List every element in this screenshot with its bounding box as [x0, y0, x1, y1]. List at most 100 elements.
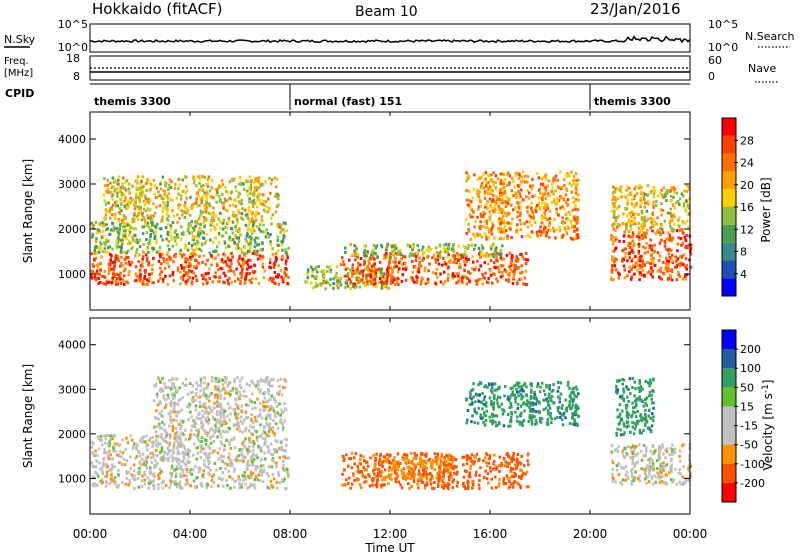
heatmap-cell	[530, 187, 534, 191]
heatmap-cell	[499, 178, 502, 182]
heatmap-cell	[139, 273, 142, 277]
heatmap-cell	[166, 223, 170, 227]
heatmap-cell	[447, 242, 451, 246]
heatmap-cell	[501, 192, 504, 196]
heatmap-cell	[463, 252, 466, 256]
heatmap-cell	[512, 277, 515, 281]
heatmap-cell	[259, 449, 263, 453]
heatmap-cell	[632, 263, 635, 267]
heatmap-cell	[256, 199, 259, 202]
heatmap-cell	[227, 282, 230, 286]
heatmap-cell	[156, 424, 160, 428]
heatmap-cell	[556, 199, 559, 203]
heatmap-cell	[510, 222, 513, 225]
heatmap-cell	[438, 473, 441, 477]
heatmap-cell	[519, 222, 523, 226]
heatmap-cell	[251, 230, 254, 234]
heatmap-cell	[285, 443, 288, 447]
heatmap-cell	[284, 380, 288, 384]
heatmap-cell	[219, 394, 223, 397]
heatmap-cell	[433, 480, 436, 484]
heatmap-cell	[229, 268, 232, 272]
heatmap-cell	[138, 194, 142, 198]
heatmap-cell	[200, 381, 203, 385]
heatmap-cell	[500, 227, 503, 231]
heatmap-cell	[526, 189, 529, 193]
heatmap-cell	[106, 434, 110, 437]
heatmap-cell	[107, 457, 110, 461]
heatmap-cell	[390, 273, 394, 277]
heatmap-cell	[125, 476, 129, 480]
heatmap-cell	[258, 414, 261, 418]
heatmap-cell	[424, 266, 427, 270]
heatmap-cell	[274, 194, 277, 198]
heatmap-cell	[389, 252, 392, 256]
heatmap-cell	[484, 171, 488, 175]
heatmap-cell	[103, 275, 106, 279]
heatmap-cell	[172, 480, 175, 484]
heatmap-cell	[326, 265, 329, 269]
heatmap-cell	[417, 270, 421, 274]
heatmap-cell	[147, 180, 150, 184]
heatmap-cell	[214, 188, 217, 192]
heatmap-cell	[394, 256, 397, 260]
heatmap-cell	[537, 176, 541, 180]
heatmap-cell	[433, 452, 437, 456]
heatmap-cell	[109, 457, 112, 461]
heatmap-cell	[257, 243, 261, 247]
heatmap-cell	[272, 448, 276, 452]
heatmap-cell	[429, 472, 432, 475]
heatmap-cell	[516, 463, 519, 467]
heatmap-cell	[500, 271, 504, 274]
heatmap-cell	[198, 247, 201, 251]
heatmap-cell	[537, 203, 540, 207]
heatmap-cell	[259, 435, 262, 439]
heatmap-cell	[108, 262, 112, 266]
heatmap-cell	[186, 459, 189, 463]
heatmap-cell	[112, 272, 115, 276]
heatmap-cell	[436, 454, 439, 458]
heatmap-cell	[257, 212, 260, 215]
heatmap-cell	[182, 420, 185, 424]
heatmap-cell	[337, 281, 340, 285]
heatmap-cell	[214, 424, 217, 428]
heatmap-cell	[253, 270, 257, 273]
heatmap-cell	[168, 255, 171, 259]
heatmap-cell	[467, 474, 470, 478]
heatmap-cell	[443, 261, 446, 265]
heatmap-cell	[123, 274, 126, 278]
heatmap-cell	[373, 262, 376, 266]
heatmap-cell	[499, 264, 503, 267]
heatmap-cell	[188, 261, 191, 265]
heatmap-cell	[200, 483, 203, 487]
heatmap-cell	[238, 182, 241, 186]
heatmap-cell	[277, 243, 280, 247]
heatmap-cell	[199, 378, 203, 382]
heatmap-cell	[554, 189, 557, 193]
heatmap-cell	[125, 224, 128, 228]
heatmap-cell	[525, 470, 529, 474]
heatmap-cell	[158, 249, 161, 253]
heatmap-cell	[122, 192, 126, 196]
heatmap-cell	[169, 402, 172, 406]
heatmap-cell	[260, 457, 264, 461]
heatmap-cell	[335, 284, 339, 288]
heatmap-cell	[480, 244, 484, 248]
heatmap-cell	[234, 397, 237, 401]
heatmap-cell	[227, 258, 230, 262]
heatmap-cell	[182, 253, 185, 257]
heatmap-cell	[208, 267, 211, 271]
heatmap-cell	[203, 428, 206, 432]
heatmap-cell	[548, 217, 552, 220]
heatmap-cell	[442, 282, 445, 286]
heatmap-cell	[172, 418, 175, 422]
heatmap-cell	[508, 485, 511, 489]
heatmap-cell	[269, 442, 273, 446]
heatmap-cell	[222, 221, 225, 225]
heatmap-cell	[276, 224, 279, 228]
heatmap-cell	[184, 451, 188, 455]
heatmap-cell	[349, 457, 353, 461]
heatmap-cell	[678, 228, 682, 232]
heatmap-cell	[504, 229, 508, 233]
heatmap-cell	[134, 179, 137, 183]
